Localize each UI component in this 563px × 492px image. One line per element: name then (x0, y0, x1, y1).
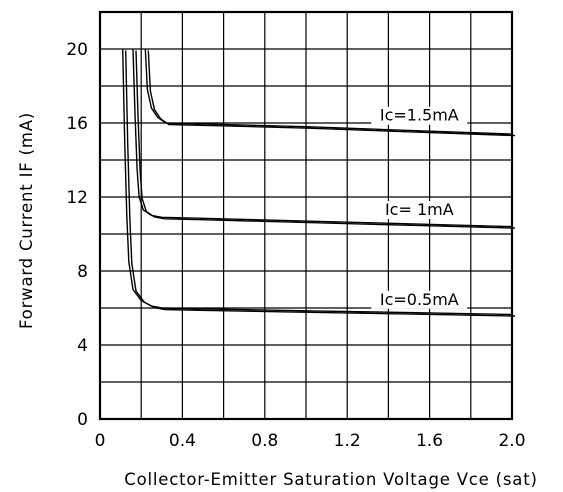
y-tick-label: 8 (77, 262, 88, 282)
y-tick-labels: 0 4 8 12 16 20 (66, 40, 88, 430)
series-line-outline (147, 50, 516, 137)
x-tick-label: 0 (95, 431, 106, 451)
annotation-background (371, 290, 468, 309)
x-tick-label: 0.4 (169, 431, 196, 451)
y-tick-label: 0 (77, 410, 88, 430)
curve-annotation: Ic=0.5mA (380, 290, 459, 309)
x-tick-label: 1.2 (334, 431, 361, 451)
series-line (132, 48, 513, 228)
plot-series (122, 48, 516, 317)
curve-annotations: Ic=1.5mA Ic= 1mA Ic=0.5mA (371, 106, 468, 309)
x-tick-label: 1.6 (416, 431, 443, 451)
y-tick-label: 16 (66, 114, 88, 134)
x-tick-label: 2.0 (498, 431, 525, 451)
curve-annotation: Ic= 1mA (385, 200, 454, 219)
x-tick-label: 0.8 (251, 431, 278, 451)
y-tick-label: 12 (66, 188, 88, 208)
annotation-background (371, 106, 468, 125)
plot-frame (98, 10, 514, 421)
series-line (122, 48, 513, 316)
x-tick-labels: 0 0.4 0.8 1.2 1.6 2.0 (95, 431, 526, 451)
y-axis-title: Forward Current IF (mA) (17, 112, 36, 329)
series-line-outline (125, 50, 516, 317)
y-tick-label: 20 (66, 40, 88, 60)
x-axis-title: Collector-Emitter Saturation Voltage Vce… (124, 470, 537, 489)
curve-annotation: Ic=1.5mA (380, 106, 459, 125)
y-tick-label: 4 (77, 336, 88, 356)
annotation-background (371, 201, 468, 220)
series-line-outline (135, 50, 516, 229)
